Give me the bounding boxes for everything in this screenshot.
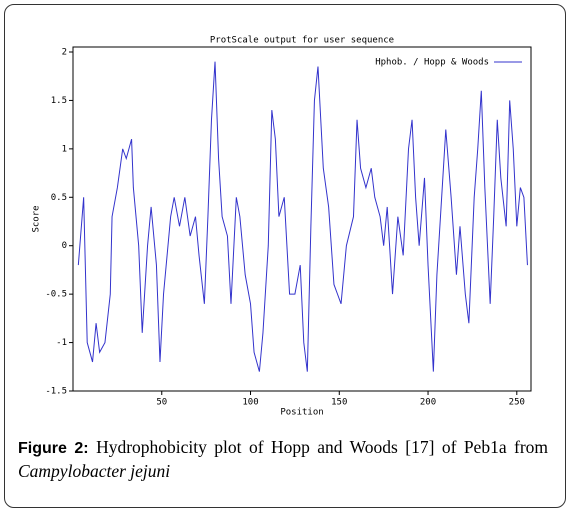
y-tick-label: 1.5 [51,96,67,106]
y-tick-label: -0.5 [45,290,67,300]
series-line [77,61,528,372]
figure-frame [4,4,566,508]
x-axis-label: Position [280,408,323,418]
y-tick-label: -1.5 [45,387,67,397]
legend-label: Hphob. / Hopp & Woods [375,58,489,68]
y-tick-label: 1 [62,144,67,154]
caption-label: Figure 2: [18,440,89,457]
y-axis-label: Score [32,205,42,232]
x-tick-label: 200 [420,398,436,408]
x-tick-label: 50 [156,398,167,408]
caption-text: Hydrophobicity plot of Hopp and Woods [1… [96,437,549,457]
y-tick-label: 0.5 [51,193,67,203]
x-tick-label: 250 [509,398,525,408]
chart-title: ProtScale output for user sequence [210,36,394,46]
y-tick-label: 0 [62,241,67,251]
plot-frame [72,46,532,392]
x-tick-label: 100 [242,398,258,408]
y-tick-label: 2 [62,48,67,58]
x-tick-label: 150 [331,398,347,408]
y-tick-label: -1 [56,338,67,348]
chart: ProtScale output for user sequence Posit… [32,36,532,418]
caption: Figure 2: Hydrophobicity plot of Hopp an… [18,436,548,482]
caption-species: Campylobacter jejuni [18,461,171,481]
